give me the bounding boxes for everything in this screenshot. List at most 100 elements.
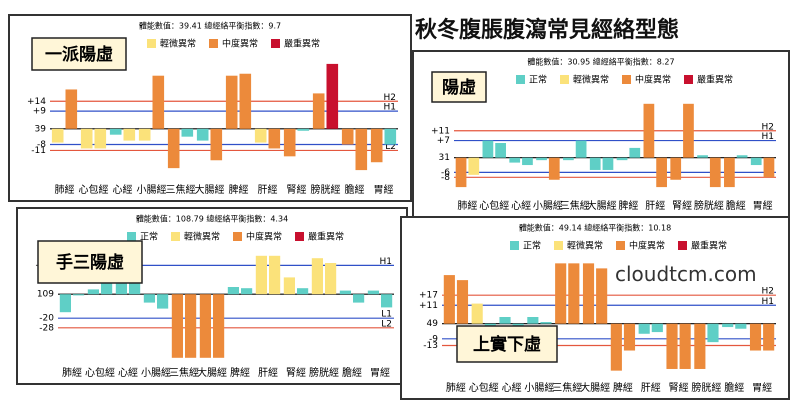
x-tick-label: 大腸經: [195, 183, 225, 196]
bar: [443, 275, 455, 324]
legend-swatch: [147, 39, 156, 48]
bar: [722, 323, 734, 328]
legend-swatch: [271, 39, 280, 48]
bar: [167, 128, 180, 169]
chart: 體能數值：49.14 總經絡平衡指數：10.18 正常 輕微異常 中度異常 嚴重異常 +1…: [419, 223, 776, 394]
x-tick-label: 大腸經: [580, 381, 610, 394]
y-tick-label: 39: [35, 124, 47, 134]
chart: 體能數值：30.95 總經絡平衡指數：8.27 正常 輕微異常 中度異常 嚴重異常 +11…: [431, 57, 776, 212]
x-tick-label: 脾經: [618, 199, 638, 212]
bar: [326, 63, 339, 129]
y-tick-label: -9: [429, 334, 438, 344]
bar: [283, 277, 295, 295]
bar: [724, 157, 735, 188]
line-label: H1: [380, 257, 393, 267]
bar: [297, 288, 309, 295]
bar: [171, 294, 183, 358]
legend-label: 輕微異常: [160, 38, 196, 50]
bar: [763, 323, 775, 351]
label-box: [456, 325, 558, 363]
bar: [73, 294, 85, 296]
x-tick-label: 脾經: [229, 183, 249, 196]
x-tick-label: 小腸經: [524, 381, 554, 394]
x-tick-label: 心包經: [85, 366, 115, 379]
x-tick-label: 膀胱經: [309, 366, 339, 379]
bar: [185, 294, 197, 358]
pattern-label: 一派陽虛: [45, 45, 113, 65]
bar: [241, 288, 253, 295]
bar: [269, 255, 281, 295]
y-tick-label: -13: [423, 341, 438, 351]
x-tick-label: 小腸經: [141, 366, 171, 379]
header: 體能數值：108.79 總經絡平衡指數：4.34: [136, 214, 288, 224]
bar: [325, 263, 337, 295]
legend-label: 嚴重異常: [697, 74, 733, 86]
legend-label: 正常: [523, 240, 541, 252]
bar: [568, 263, 580, 324]
bar: [367, 290, 379, 295]
bar: [616, 157, 628, 161]
bar: [311, 258, 323, 295]
x-tick-label: 三焦經: [552, 381, 582, 394]
y-tick-label: +11: [431, 126, 450, 136]
bar: [736, 155, 748, 158]
legend-swatch: [622, 75, 631, 84]
y-tick-label: -6: [441, 168, 450, 178]
bar: [65, 89, 78, 129]
header: 體能數值：39.41 總經絡平衡指數：9.7: [139, 21, 281, 31]
chart: 體能數值：39.41 總經絡平衡指數：9.7 輕微異常 中度異常 嚴重異常 +14 H2 +…: [27, 21, 398, 196]
x-tick-label: 膽經: [342, 366, 362, 379]
bar: [87, 289, 99, 295]
bar: [679, 323, 691, 369]
legend-swatch: [616, 241, 625, 250]
bar: [455, 157, 467, 188]
bar: [707, 323, 719, 343]
label-box: [31, 37, 127, 71]
header: 體能數值：49.14 總經絡平衡指數：10.18: [519, 223, 671, 233]
x-tick-label: 心經: [113, 183, 133, 196]
bar: [575, 140, 587, 158]
y-tick-label: -11: [31, 146, 46, 156]
bar: [80, 128, 93, 149]
legend-swatch: [233, 232, 242, 241]
y-tick-label: -28: [39, 323, 54, 333]
bar: [225, 75, 238, 129]
bar: [623, 323, 636, 351]
x-tick-label: 心包經: [479, 199, 509, 212]
panel: 體能數值：49.14 總經絡平衡指數：10.18 正常 輕微異常 中度異常 嚴重異常 +1…: [400, 216, 790, 400]
bar: [254, 128, 267, 143]
legend-label: 輕微異常: [567, 240, 603, 252]
bar: [297, 128, 310, 131]
y-tick-label: -20: [39, 314, 54, 324]
y-tick-label: 49: [427, 319, 439, 329]
bar: [456, 280, 469, 324]
legend-label: 中度異常: [222, 38, 258, 50]
bar: [536, 157, 547, 161]
panel: 體能數值：108.79 總經絡平衡指數：4.34正常輕微異常中度異常嚴重異常+2…: [16, 207, 408, 385]
bar: [596, 268, 608, 324]
bar: [582, 263, 595, 324]
x-tick-label: 肺經: [446, 381, 466, 394]
bar: [499, 317, 511, 324]
x-tick-label: 肺經: [55, 183, 75, 196]
line-label: L2: [381, 319, 392, 329]
bar: [471, 303, 483, 324]
x-tick-label: 肝經: [258, 183, 278, 196]
bar: [540, 322, 552, 324]
panel: 體能數值：39.41 總經絡平衡指數：9.7 輕微異常 中度異常 嚴重異常 +14 H2 +…: [8, 14, 412, 202]
bar: [370, 128, 383, 163]
x-tick-label: 膀胱經: [694, 199, 724, 212]
bar: [468, 157, 480, 175]
line-label: H2: [762, 122, 775, 132]
legend-swatch: [171, 232, 180, 241]
bar: [255, 255, 267, 295]
panel: 體能數值：30.95 總經絡平衡指數：8.27 正常 輕微異常 中度異常 嚴重異常 +11…: [412, 50, 790, 218]
bar: [509, 157, 521, 163]
legend-label: 嚴重異常: [308, 231, 344, 243]
line-label: H1: [762, 132, 775, 142]
x-tick-label: 心經: [118, 366, 138, 379]
bar: [239, 73, 252, 129]
bar: [763, 157, 775, 178]
bar: [482, 140, 494, 158]
y-tick-label: +7: [437, 136, 450, 146]
